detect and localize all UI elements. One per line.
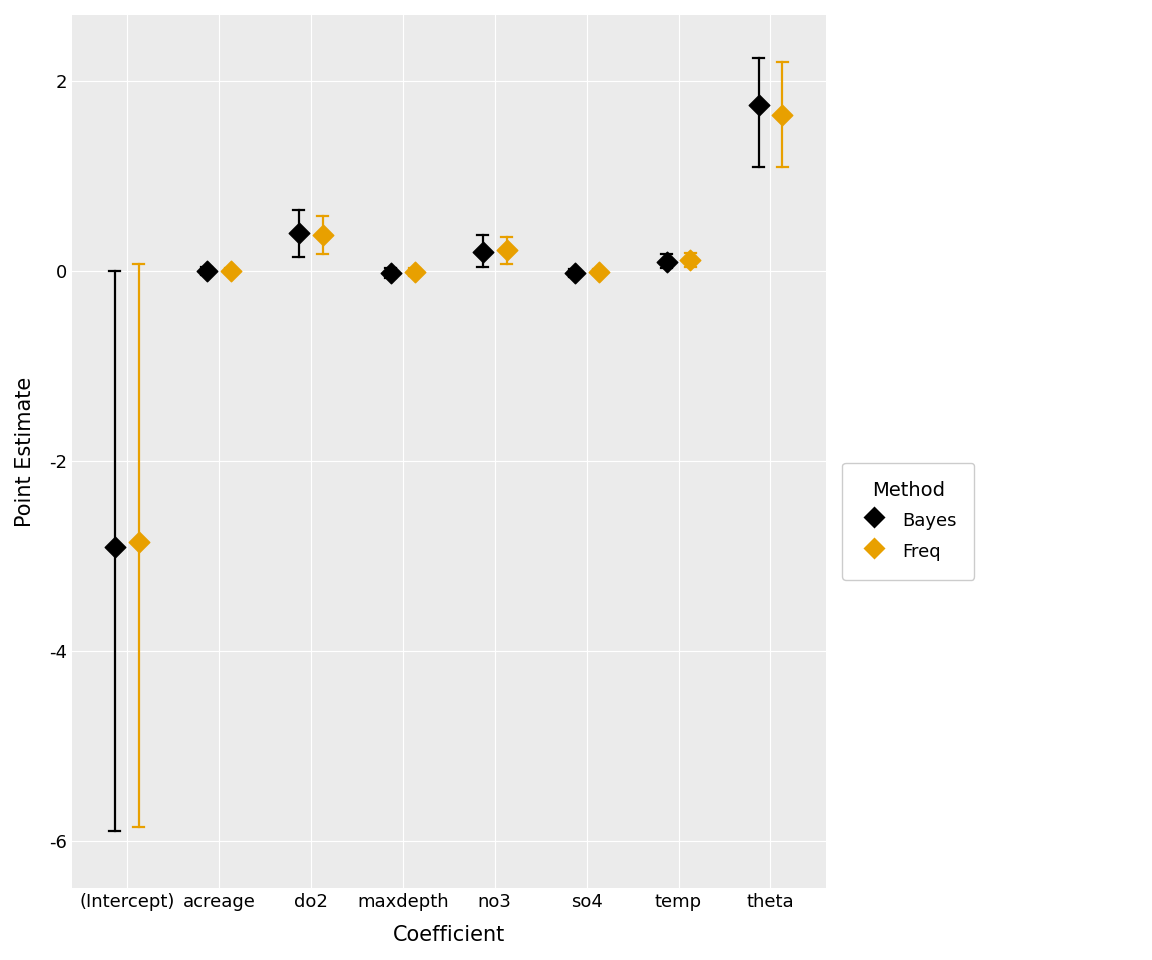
Bayes	[566, 266, 584, 281]
Bayes	[749, 98, 767, 113]
Freq	[313, 228, 332, 243]
Freq	[130, 534, 149, 549]
Freq	[406, 265, 424, 280]
Y-axis label: Point Estimate: Point Estimate	[15, 376, 35, 527]
Legend: Bayes, Freq: Bayes, Freq	[842, 463, 975, 580]
X-axis label: Coefficient: Coefficient	[393, 925, 505, 945]
Bayes	[473, 245, 492, 260]
Bayes	[198, 264, 217, 279]
Freq	[498, 243, 516, 258]
Bayes	[381, 266, 400, 281]
Freq	[590, 265, 608, 280]
Freq	[773, 107, 791, 122]
Freq	[681, 252, 699, 268]
Bayes	[289, 226, 308, 241]
Freq	[221, 264, 240, 279]
Bayes	[106, 539, 124, 554]
Bayes	[658, 254, 676, 270]
